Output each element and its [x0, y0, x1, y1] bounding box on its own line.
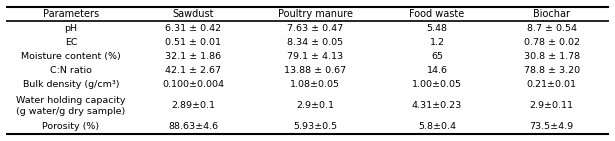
Text: 14.6: 14.6 — [427, 66, 448, 75]
Text: Sawdust: Sawdust — [172, 9, 214, 19]
Text: 0.21±0.01: 0.21±0.01 — [526, 80, 577, 89]
Text: 1.2: 1.2 — [430, 38, 445, 47]
Text: Food waste: Food waste — [410, 9, 465, 19]
Text: 8.7 ± 0.54: 8.7 ± 0.54 — [526, 24, 577, 33]
Text: 1.00±0.05: 1.00±0.05 — [412, 80, 462, 89]
Text: 0.78 ± 0.02: 0.78 ± 0.02 — [523, 38, 579, 47]
Text: 0.100±0.004: 0.100±0.004 — [162, 80, 224, 89]
Text: 6.31 ± 0.42: 6.31 ± 0.42 — [165, 24, 221, 33]
Text: 0.51 ± 0.01: 0.51 ± 0.01 — [165, 38, 221, 47]
Text: EC: EC — [65, 38, 77, 47]
Text: C:N ratio: C:N ratio — [50, 66, 92, 75]
Text: 2.9±0.11: 2.9±0.11 — [530, 101, 574, 110]
Text: 5.8±0.4: 5.8±0.4 — [418, 122, 456, 131]
Text: Poultry manure: Poultry manure — [277, 9, 352, 19]
Text: Moisture content (%): Moisture content (%) — [21, 52, 121, 61]
Text: (g water/g dry sample): (g water/g dry sample) — [17, 107, 125, 116]
Text: 1.08±0.05: 1.08±0.05 — [290, 80, 340, 89]
Text: Porosity (%): Porosity (%) — [42, 122, 100, 131]
Text: 8.34 ± 0.05: 8.34 ± 0.05 — [287, 38, 343, 47]
Text: 78.8 ± 3.20: 78.8 ± 3.20 — [523, 66, 580, 75]
Text: 2.89±0.1: 2.89±0.1 — [171, 101, 215, 110]
Text: 5.48: 5.48 — [427, 24, 448, 33]
Text: Biochar: Biochar — [533, 9, 570, 19]
Text: pH: pH — [65, 24, 77, 33]
Text: Bulk density (g/cm³): Bulk density (g/cm³) — [23, 80, 119, 89]
Text: Water holding capacity: Water holding capacity — [16, 96, 125, 105]
Text: 13.88 ± 0.67: 13.88 ± 0.67 — [284, 66, 346, 75]
Text: 2.9±0.1: 2.9±0.1 — [296, 101, 334, 110]
Text: 42.1 ± 2.67: 42.1 ± 2.67 — [165, 66, 221, 75]
Text: Parameters: Parameters — [43, 9, 99, 19]
Text: 65: 65 — [431, 52, 443, 61]
Text: 79.1 ± 4.13: 79.1 ± 4.13 — [287, 52, 343, 61]
Text: 73.5±4.9: 73.5±4.9 — [530, 122, 574, 131]
Text: 88.63±4.6: 88.63±4.6 — [168, 122, 218, 131]
Text: 30.8 ± 1.78: 30.8 ± 1.78 — [523, 52, 580, 61]
Text: 5.93±0.5: 5.93±0.5 — [293, 122, 337, 131]
Text: 32.1 ± 1.86: 32.1 ± 1.86 — [165, 52, 221, 61]
Text: 4.31±0.23: 4.31±0.23 — [412, 101, 462, 110]
Text: 7.63 ± 0.47: 7.63 ± 0.47 — [287, 24, 343, 33]
